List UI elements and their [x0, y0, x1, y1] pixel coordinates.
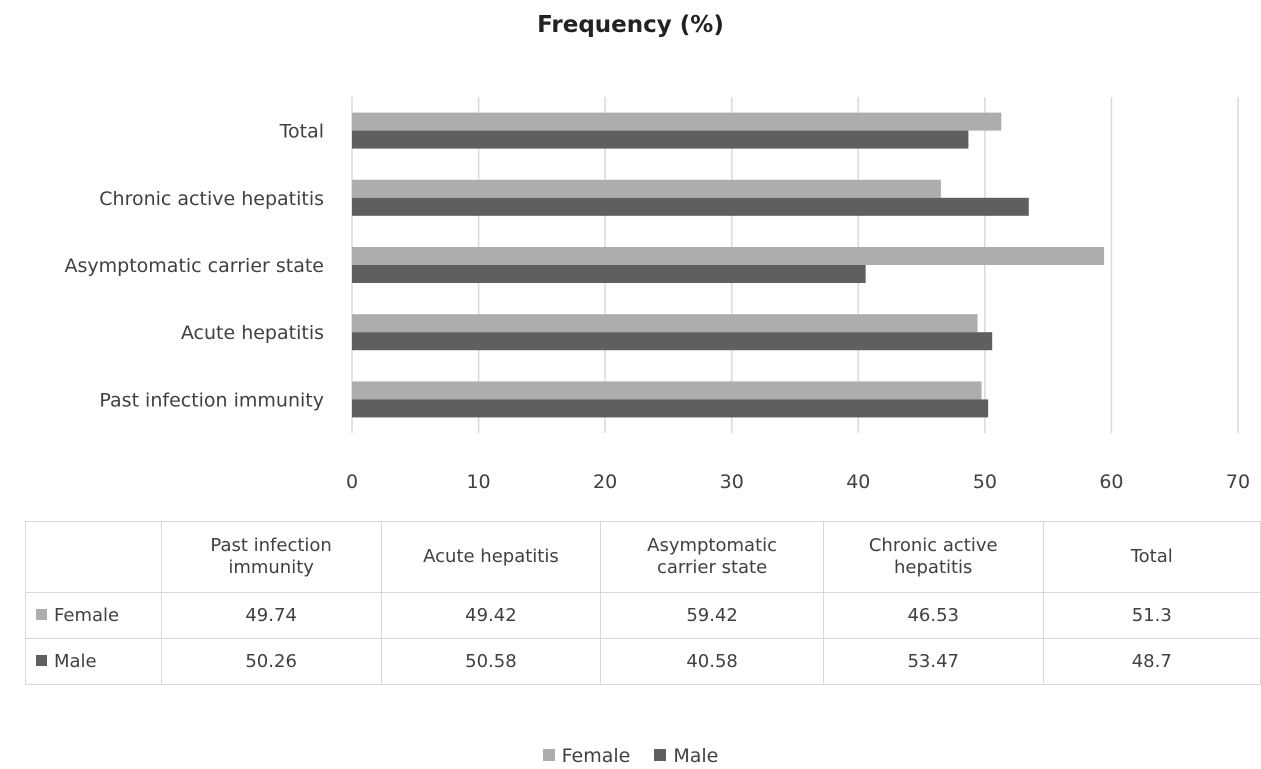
x-tick-label: 10: [466, 471, 490, 493]
table-header-cell: Past infection immunity: [160, 521, 382, 593]
table-value-cell: 46.53: [822, 592, 1044, 639]
bar-male: [352, 265, 866, 283]
table-header-cell: Acute hepatitis: [380, 521, 602, 593]
legend-item: Female: [542, 745, 631, 767]
bar-female: [352, 112, 1002, 131]
legend-swatch: [654, 749, 667, 761]
x-axis-ticks: 0 10 20 30 40 50 60 70: [346, 471, 1250, 493]
bar-male: [352, 130, 969, 149]
legend: Female Male: [0, 745, 1261, 767]
table-header-cell: Asymptomatic carrier state: [600, 521, 824, 593]
bars: [352, 112, 1105, 418]
x-tick-label: 30: [720, 471, 744, 493]
table-value-cell: 59.42: [600, 592, 824, 639]
x-tick-label: 0: [346, 471, 358, 493]
x-tick-label: 70: [1226, 471, 1250, 493]
bar-male: [352, 399, 989, 418]
x-tick-label: 40: [846, 471, 870, 493]
bar-chart: Past infection immunity Acute hepatitis As…: [65, 97, 1250, 493]
table-corner-cell: [25, 521, 162, 593]
bar-female: [352, 314, 978, 333]
legend-item: Male: [654, 745, 718, 767]
legend-swatch: [542, 749, 555, 761]
legend-swatch: [36, 655, 47, 666]
table-value-cell: 50.26: [160, 638, 382, 685]
table-header-cell: Total: [1042, 521, 1261, 593]
category-label: Acute hepatitis: [181, 322, 324, 344]
data-table: Past infection immunity Acute hepatitis Asy…: [25, 521, 1261, 685]
table-value-cell: 51.3: [1042, 592, 1261, 639]
category-label: Past infection immunity: [99, 389, 324, 411]
legend-label: Male: [673, 745, 719, 767]
table-value-cell: 49.74: [160, 592, 382, 639]
category-label: Total: [279, 121, 324, 143]
legend-label: Female: [561, 745, 631, 767]
x-tick-label: 20: [593, 471, 617, 493]
table-value-cell: 50.58: [380, 638, 602, 685]
legend-swatch: [36, 609, 47, 620]
table-value-cell: 49.42: [380, 592, 602, 639]
bar-female: [352, 247, 1105, 265]
category-labels: Past infection immunity Acute hepatitis As…: [65, 121, 324, 412]
chart-title: Frequency (%): [537, 12, 724, 38]
table-series-label: Female: [25, 592, 162, 639]
table-series-label: Male: [25, 638, 162, 685]
bar-male: [352, 197, 1029, 216]
category-label: Chronic active hepatitis: [99, 188, 324, 210]
table-header-cell: Chronic active hepatitis: [822, 521, 1044, 593]
bar-male: [352, 332, 993, 351]
x-tick-label: 60: [1099, 471, 1123, 493]
table-value-cell: 48.7: [1042, 638, 1261, 685]
table-row: Female 49.74 49.42 59.42 46.53 51.3: [25, 592, 1261, 639]
x-tick-label: 50: [973, 471, 997, 493]
table-row: Male 50.26 50.58 40.58 53.47 48.7: [25, 638, 1261, 685]
bar-female: [352, 179, 941, 198]
table-value-cell: 40.58: [600, 638, 824, 685]
bar-female: [352, 381, 982, 400]
category-label: Asymptomatic carrier state: [65, 255, 324, 277]
table-value-cell: 53.47: [822, 638, 1044, 685]
